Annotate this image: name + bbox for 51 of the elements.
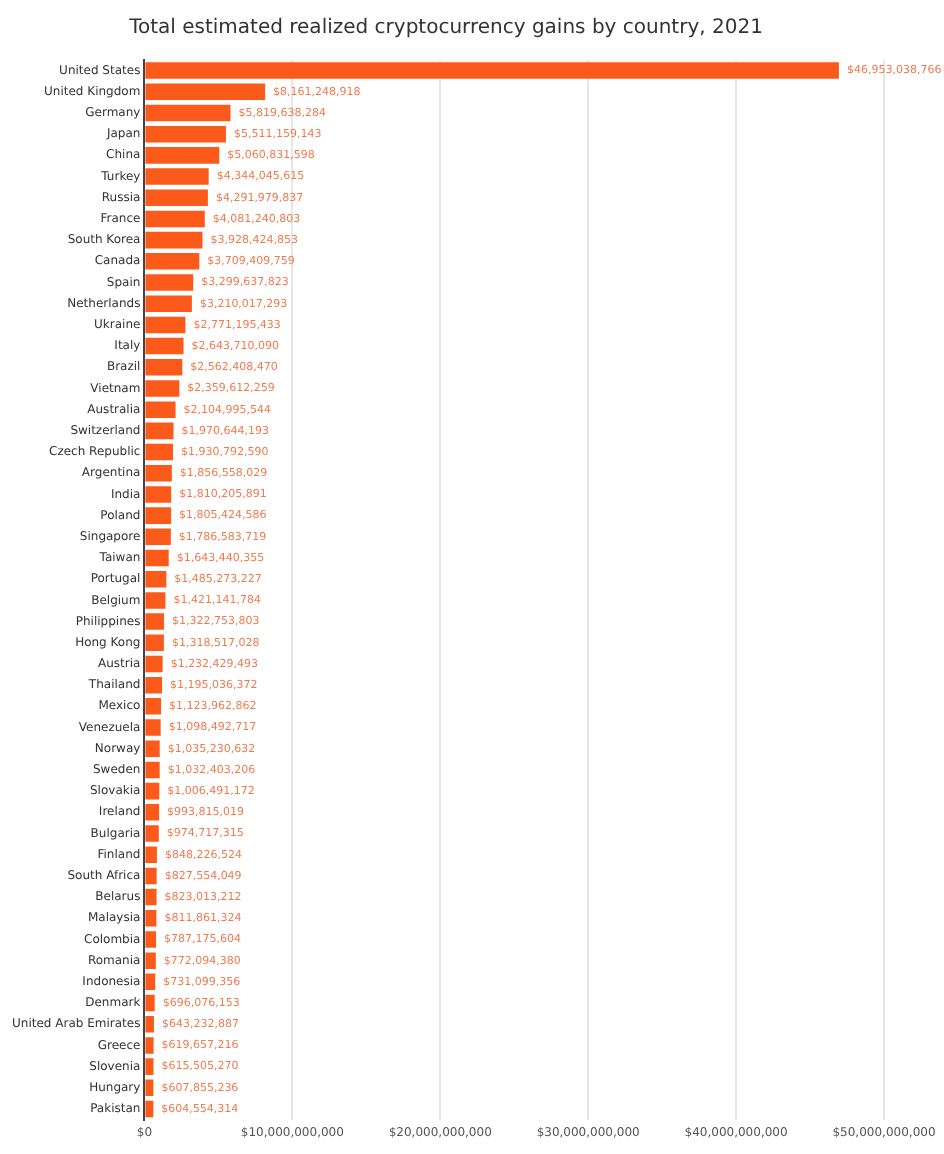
bar — [145, 316, 186, 334]
bar — [145, 422, 174, 440]
bar — [145, 62, 839, 79]
bar — [145, 994, 155, 1012]
bar — [145, 168, 209, 185]
bar — [145, 931, 157, 948]
bar — [145, 846, 157, 863]
bar — [145, 655, 163, 673]
bar — [145, 867, 157, 885]
bar — [145, 210, 205, 228]
bar — [145, 83, 266, 101]
bar — [145, 1100, 154, 1118]
bar — [145, 507, 172, 524]
bar — [145, 782, 160, 800]
bar — [145, 189, 208, 207]
bar — [145, 528, 171, 546]
bar — [145, 676, 163, 694]
bar — [145, 613, 164, 630]
bar — [145, 486, 172, 503]
bar — [145, 952, 156, 969]
bar — [145, 295, 192, 312]
bar — [145, 443, 173, 461]
bar — [145, 592, 166, 609]
bar — [145, 125, 226, 143]
bar — [145, 274, 194, 291]
bar — [145, 231, 203, 249]
bar — [145, 401, 176, 418]
bar — [145, 147, 220, 164]
bar — [145, 910, 157, 927]
bar — [145, 1058, 154, 1075]
bar — [145, 740, 160, 758]
bar — [145, 698, 162, 715]
bar — [145, 719, 161, 736]
bar — [145, 804, 160, 821]
bar — [145, 464, 172, 482]
bar — [145, 1037, 154, 1054]
bar — [145, 359, 183, 376]
bar — [145, 104, 231, 122]
chart-title: Total estimated realized cryptocurrency gains by country, 2021 — [127, 17, 763, 40]
bar — [145, 888, 157, 906]
bar — [145, 634, 164, 652]
bar — [145, 337, 184, 355]
bar — [145, 570, 167, 588]
bar — [145, 1079, 154, 1097]
bar — [145, 825, 159, 842]
bar — [145, 973, 156, 991]
bar — [145, 380, 180, 397]
bar — [145, 1015, 154, 1033]
bar — [145, 253, 200, 270]
bar — [145, 549, 169, 567]
bar — [145, 761, 160, 779]
